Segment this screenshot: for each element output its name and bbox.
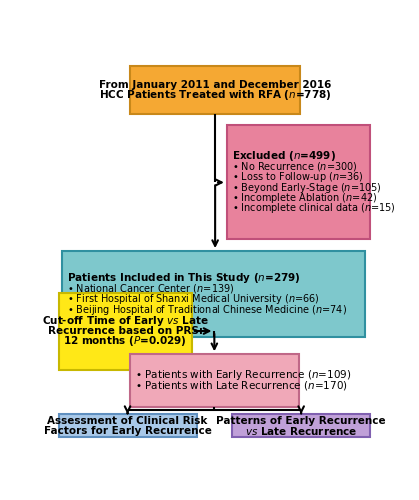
Text: Patterns of Early Recurrence: Patterns of Early Recurrence bbox=[216, 416, 386, 426]
Text: Factors for Early Recurrence: Factors for Early Recurrence bbox=[44, 426, 212, 436]
Bar bbox=[130, 354, 299, 406]
Bar bbox=[232, 414, 370, 438]
Text: • Loss to Follow-up ($\it{n}$=36): • Loss to Follow-up ($\it{n}$=36) bbox=[232, 170, 364, 184]
Text: From January 2011 and December 2016: From January 2011 and December 2016 bbox=[99, 80, 331, 90]
Text: • Beyond Early-Stage ($\it{n}$=105): • Beyond Early-Stage ($\it{n}$=105) bbox=[232, 180, 382, 194]
Text: • Beijing Hospital of Traditional Chinese Medicine ($\it{n}$=74): • Beijing Hospital of Traditional Chines… bbox=[67, 302, 347, 316]
Text: • National Cancer Center ($\it{n}$=139): • National Cancer Center ($\it{n}$=139) bbox=[67, 282, 235, 296]
Bar bbox=[62, 251, 365, 337]
Text: $\it{vs}$ Late Recurrence: $\it{vs}$ Late Recurrence bbox=[245, 425, 357, 437]
Text: • No Recurrence ($\it{n}$=300): • No Recurrence ($\it{n}$=300) bbox=[232, 160, 358, 173]
Text: Cut-off Time of Early $\it{vs}$ Late: Cut-off Time of Early $\it{vs}$ Late bbox=[42, 314, 209, 328]
Text: Recurrence based on PRS:: Recurrence based on PRS: bbox=[48, 326, 203, 336]
Text: • Patients with Late Recurrence ($\it{n}$=170): • Patients with Late Recurrence ($\it{n}… bbox=[135, 379, 348, 392]
Text: 12 months ($\it{P}$=0.029): 12 months ($\it{P}$=0.029) bbox=[63, 334, 187, 348]
Text: • First Hospital of Shanxi Medical University ($\it{n}$=66): • First Hospital of Shanxi Medical Unive… bbox=[67, 292, 320, 306]
Bar bbox=[130, 66, 300, 114]
Text: HCC Patients Treated with RFA ($\it{n}$=778): HCC Patients Treated with RFA ($\it{n}$=… bbox=[99, 88, 331, 102]
Bar bbox=[227, 126, 370, 240]
Text: Excluded ($\it{n}$=499): Excluded ($\it{n}$=499) bbox=[232, 150, 336, 164]
Text: • Incomplete clinical data ($\it{n}$=15): • Incomplete clinical data ($\it{n}$=15) bbox=[232, 202, 396, 215]
Bar bbox=[59, 414, 197, 438]
Text: Patients Included in This Study ($\it{n}$=279): Patients Included in This Study ($\it{n}… bbox=[67, 272, 301, 285]
Text: • Patients with Early Recurrence ($\it{n}$=109): • Patients with Early Recurrence ($\it{n… bbox=[135, 368, 352, 382]
Text: • Incomplete Ablation ($\it{n}$=42): • Incomplete Ablation ($\it{n}$=42) bbox=[232, 191, 378, 205]
Bar bbox=[59, 292, 192, 370]
Text: Assessment of Clinical Risk: Assessment of Clinical Risk bbox=[47, 416, 208, 426]
